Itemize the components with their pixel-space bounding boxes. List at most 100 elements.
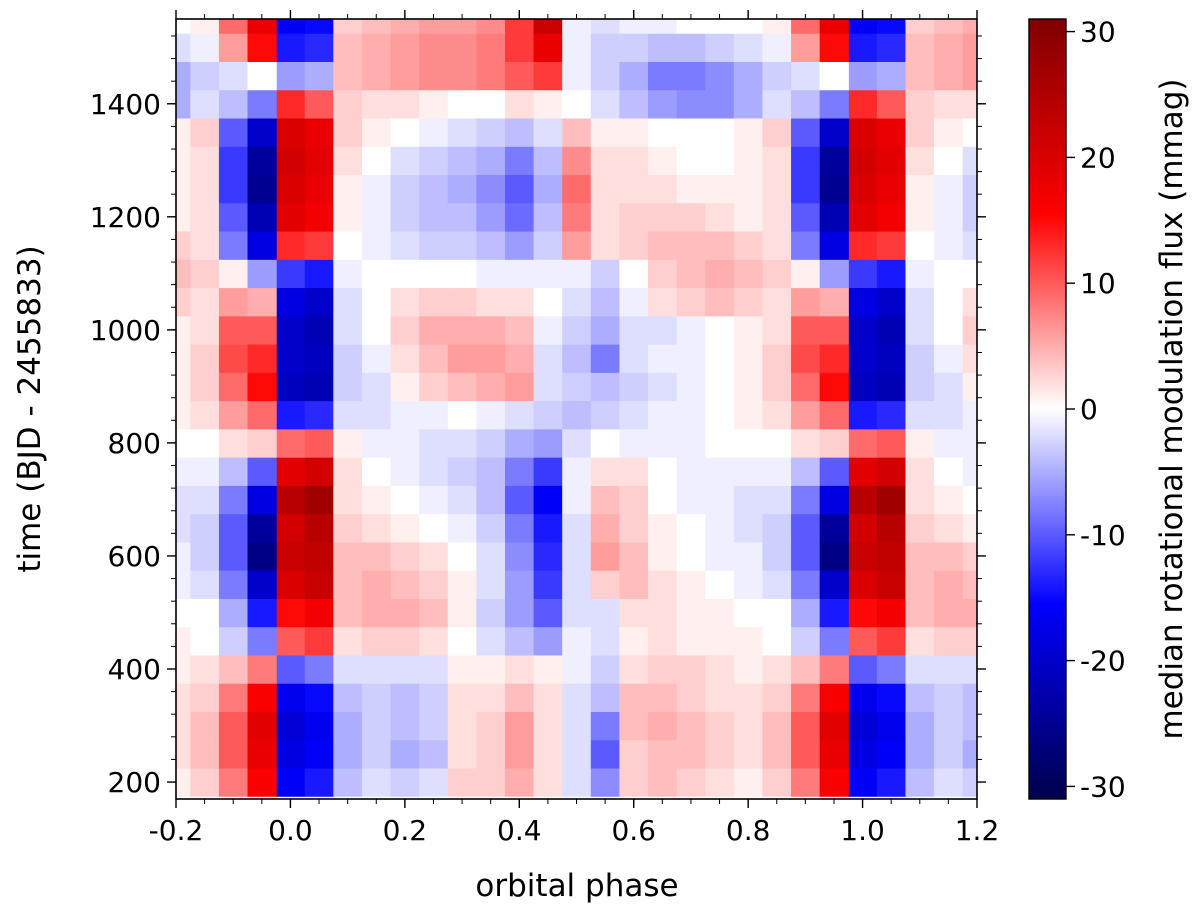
heatmap-cell [791, 33, 821, 62]
heatmap-cell [705, 61, 735, 91]
heatmap-cell [190, 230, 220, 260]
heatmap-cell [934, 19, 964, 34]
heatmap-cell [762, 570, 792, 599]
y-tick-label: 600 [108, 540, 161, 573]
heatmap-cell [176, 400, 191, 430]
heatmap-cell [590, 541, 621, 571]
heatmap-cell [705, 146, 735, 176]
heatmap-cell [791, 711, 821, 741]
heatmap-cell [619, 626, 649, 656]
heatmap-cell [876, 541, 907, 571]
heatmap-cell [676, 457, 706, 486]
heatmap-cell [218, 174, 249, 204]
heatmap-cell [905, 400, 935, 430]
heatmap-cell [962, 541, 977, 571]
heatmap-cell [934, 400, 964, 430]
heatmap-cell [905, 739, 935, 769]
heatmap-cell [648, 457, 678, 486]
heatmap-cell [876, 570, 907, 599]
heatmap-cell [562, 146, 592, 176]
heatmap-cell [176, 61, 191, 91]
heatmap-cell [590, 711, 621, 741]
heatmap-cell [905, 372, 935, 402]
heatmap-cell [934, 117, 964, 147]
heatmap-cell [476, 372, 506, 402]
heatmap-cell [419, 33, 449, 62]
heatmap-cell [447, 400, 477, 430]
heatmap-cell [361, 19, 392, 34]
heatmap-cell [934, 146, 964, 176]
heatmap-cell [619, 287, 649, 317]
heatmap-cell [533, 315, 563, 345]
heatmap-cell [648, 513, 678, 543]
heatmap-cell [934, 230, 964, 260]
heatmap-cell [419, 287, 449, 317]
heatmap-cell [562, 202, 592, 232]
heatmap-cell [876, 372, 907, 402]
heatmap-cell [733, 683, 764, 712]
heatmap-cell [733, 202, 764, 232]
heatmap-cell [762, 117, 792, 147]
heatmap-cell [247, 485, 277, 515]
heatmap-cell [590, 654, 621, 684]
heatmap-cell [876, 315, 907, 345]
heatmap-cell [176, 767, 191, 797]
heatmap-cell [562, 344, 592, 373]
colorbar-tick-label: -20 [1080, 645, 1126, 678]
heatmap-cell [876, 287, 907, 317]
heatmap-cell [648, 344, 678, 373]
heatmap-cell [333, 541, 363, 571]
heatmap-cell [848, 230, 878, 260]
heatmap-cell [648, 400, 678, 430]
heatmap-cell [705, 626, 735, 656]
heatmap-cell [962, 683, 977, 712]
heatmap-cell [419, 767, 449, 797]
heatmap-cell [934, 287, 964, 317]
heatmap-cell [619, 767, 649, 797]
heatmap-cell [676, 739, 706, 769]
heatmap-cell [304, 428, 334, 458]
heatmap-cell [476, 146, 506, 176]
heatmap-cell [590, 513, 621, 543]
heatmap-cell [390, 654, 420, 684]
heatmap-cell [619, 230, 649, 260]
heatmap-cell [590, 767, 621, 797]
heatmap-cell [304, 400, 334, 430]
colorbar-axis: 30 20 10 0 -10 -20 -30 [1066, 16, 1126, 803]
heatmap-cell [962, 287, 977, 317]
heatmap-cell [934, 202, 964, 232]
heatmap-cell [934, 767, 964, 797]
heatmap-cell [962, 89, 977, 119]
heatmap-cell [876, 117, 907, 147]
heatmap-cell [304, 174, 334, 204]
heatmap-cell [504, 711, 535, 741]
heatmap-cell [390, 89, 420, 119]
heatmap-cell [619, 570, 649, 599]
heatmap-cell [333, 89, 363, 119]
heatmap-cell [476, 541, 506, 571]
heatmap-cell [190, 287, 220, 317]
heatmap-cell [762, 372, 792, 402]
heatmap-cell [819, 400, 849, 430]
heatmap-cell [590, 61, 621, 91]
heatmap-cell [333, 117, 363, 147]
heatmap-cell [876, 400, 907, 430]
heatmap-cell [791, 400, 821, 430]
heatmap-cell [676, 428, 706, 458]
heatmap-cell [819, 202, 849, 232]
heatmap-cell [504, 485, 535, 515]
heatmap-cell [504, 372, 535, 402]
heatmap-cell [934, 626, 964, 656]
heatmap-cell [218, 711, 249, 741]
heatmap-cell [276, 287, 306, 317]
heatmap-cell [419, 626, 449, 656]
heatmap-cell [247, 174, 277, 204]
heatmap-cell [533, 739, 563, 769]
heatmap-cell [276, 541, 306, 571]
heatmap-cell [648, 117, 678, 147]
heatmap-cell [190, 33, 220, 62]
heatmap-cell [876, 344, 907, 373]
heatmap-cell [247, 344, 277, 373]
heatmap-cell [276, 428, 306, 458]
heatmap-cell [791, 683, 821, 712]
